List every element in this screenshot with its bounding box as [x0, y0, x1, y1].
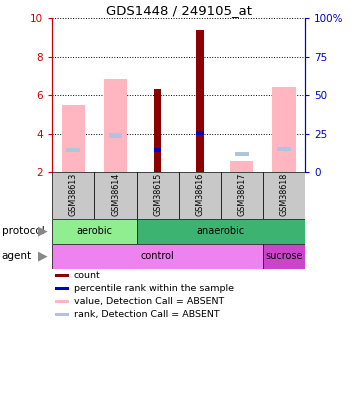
- Text: percentile rank within the sample: percentile rank within the sample: [74, 284, 234, 293]
- Bar: [55, 313, 69, 316]
- Text: sucrose: sucrose: [265, 252, 303, 261]
- Bar: [221, 172, 263, 219]
- Text: control: control: [141, 252, 174, 261]
- Text: rank, Detection Call = ABSENT: rank, Detection Call = ABSENT: [74, 310, 219, 319]
- Bar: [55, 300, 69, 303]
- Bar: [104, 79, 127, 172]
- Bar: [66, 148, 81, 152]
- Bar: [154, 90, 161, 172]
- Bar: [235, 152, 249, 156]
- Bar: [52, 172, 95, 219]
- Text: GSM38617: GSM38617: [238, 173, 246, 216]
- Bar: [179, 172, 221, 219]
- Text: ▶: ▶: [38, 225, 47, 238]
- Bar: [154, 148, 161, 152]
- Bar: [52, 244, 263, 269]
- Title: GDS1448 / 249105_at: GDS1448 / 249105_at: [106, 4, 252, 17]
- Bar: [136, 172, 179, 219]
- Text: aerobic: aerobic: [77, 226, 113, 236]
- Bar: [109, 134, 122, 138]
- Text: GSM38616: GSM38616: [195, 173, 204, 216]
- Bar: [277, 147, 291, 151]
- Bar: [55, 287, 69, 290]
- Bar: [62, 105, 85, 172]
- Bar: [196, 30, 204, 172]
- Bar: [273, 87, 296, 172]
- Bar: [55, 274, 69, 277]
- Text: GSM38615: GSM38615: [153, 173, 162, 216]
- Bar: [52, 219, 136, 244]
- Bar: [230, 161, 253, 172]
- Bar: [196, 130, 204, 135]
- Bar: [95, 172, 136, 219]
- Bar: [136, 219, 305, 244]
- Text: value, Detection Call = ABSENT: value, Detection Call = ABSENT: [74, 297, 224, 306]
- Text: GSM38613: GSM38613: [69, 173, 78, 216]
- Text: GSM38614: GSM38614: [111, 173, 120, 216]
- Bar: [263, 244, 305, 269]
- Text: count: count: [74, 271, 101, 280]
- Text: agent: agent: [2, 252, 32, 261]
- Text: GSM38618: GSM38618: [279, 173, 288, 216]
- Bar: [263, 172, 305, 219]
- Text: protocol: protocol: [2, 226, 44, 236]
- Text: anaerobic: anaerobic: [197, 226, 245, 236]
- Text: ▶: ▶: [38, 250, 47, 263]
